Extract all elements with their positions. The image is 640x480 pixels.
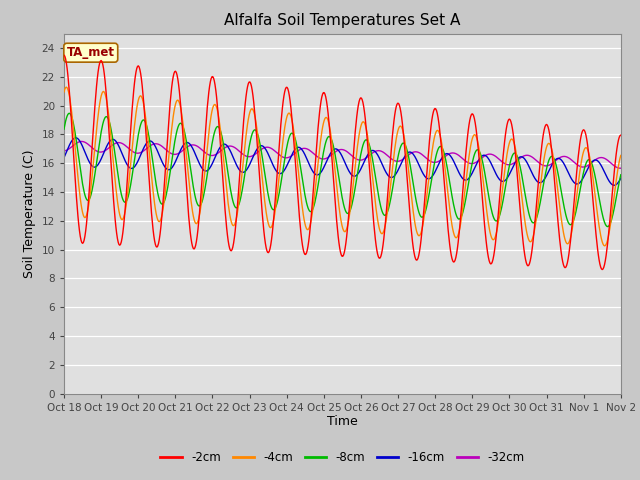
X-axis label: Time: Time [327,415,358,429]
Title: Alfalfa Soil Temperatures Set A: Alfalfa Soil Temperatures Set A [224,13,461,28]
Y-axis label: Soil Temperature (C): Soil Temperature (C) [23,149,36,278]
Legend: -2cm, -4cm, -8cm, -16cm, -32cm: -2cm, -4cm, -8cm, -16cm, -32cm [156,446,529,469]
Text: TA_met: TA_met [67,46,115,59]
